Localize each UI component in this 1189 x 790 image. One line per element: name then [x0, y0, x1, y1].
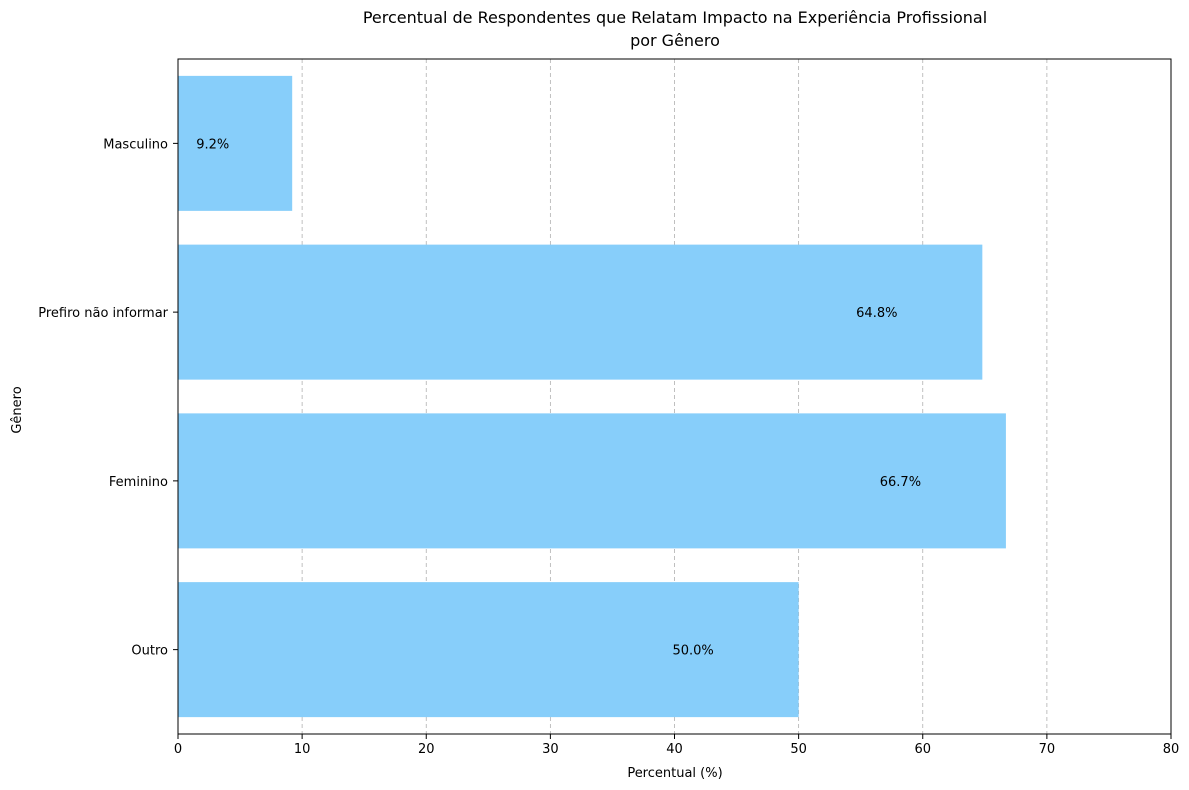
x-tick-label: 50 [790, 742, 807, 757]
x-tick-label: 70 [1039, 742, 1056, 757]
bar-series [178, 75, 1006, 718]
x-tick-label: 60 [914, 742, 931, 757]
chart-title-line-2: por Gênero [630, 31, 720, 50]
data-labels: 50.0% 66.7% 64.8% 9.2% [196, 137, 921, 658]
y-tick-label: Feminino [109, 475, 168, 490]
bar [178, 244, 983, 380]
x-axis-ticks: 0 10 20 30 40 50 60 70 80 [174, 734, 1179, 757]
x-tick-label: 0 [174, 742, 182, 757]
x-axis-label: Percentual (%) [627, 766, 722, 781]
x-gridlines [301, 59, 1048, 734]
chart-title: Percentual de Respondentes que Relatam I… [363, 8, 987, 50]
y-axis-label: Gênero [10, 386, 25, 433]
bar-data-label: 9.2% [196, 137, 229, 152]
y-tick-label: Masculino [103, 137, 168, 152]
x-tick-label: 30 [542, 742, 559, 757]
x-tick-label: 80 [1163, 742, 1180, 757]
y-axis-ticks: Outro Feminino Prefiro não informar Masculi… [38, 137, 178, 659]
bar-data-label: 64.8% [856, 306, 897, 321]
y-tick-label: Outro [131, 644, 168, 659]
y-tick-label: Prefiro não informar [38, 306, 168, 321]
x-tick-label: 40 [666, 742, 683, 757]
x-tick-label: 10 [294, 742, 311, 757]
chart-title-line-1: Percentual de Respondentes que Relatam I… [363, 8, 987, 27]
x-tick-label: 20 [418, 742, 435, 757]
bar-data-label: 66.7% [880, 475, 921, 490]
bar-data-label: 50.0% [672, 644, 713, 659]
bar [178, 75, 293, 211]
bar [178, 582, 799, 718]
bar [178, 413, 1006, 549]
